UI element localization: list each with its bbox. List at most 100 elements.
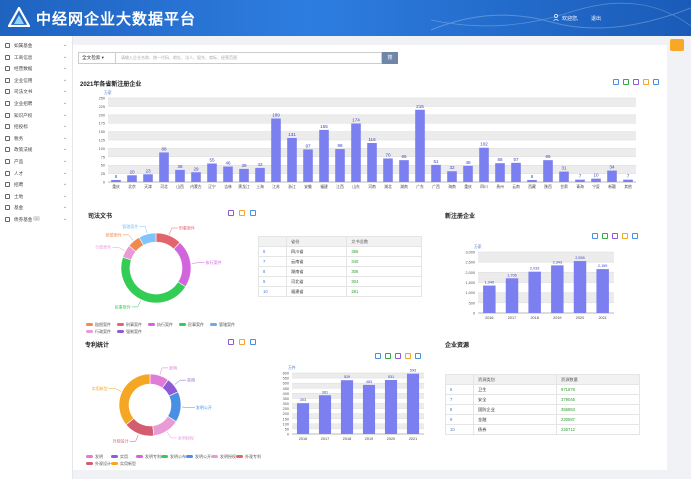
- legend-item[interactable]: 赔偿案件: [86, 322, 111, 328]
- brand-title: 中经网企业大数据平台: [36, 10, 197, 28]
- sidebar-item[interactable]: 司法文书 ⌄: [0, 86, 73, 97]
- legend-item[interactable]: 发明公开: [186, 454, 211, 460]
- bar-value-label: 2,159: [598, 264, 608, 268]
- refresh-icon[interactable]: [643, 79, 649, 85]
- table-row[interactable]: 8 湖南省 306: [258, 266, 422, 277]
- bar-value-label: 29: [193, 166, 199, 171]
- sidebar-item[interactable]: 知识产权 ⌄: [0, 110, 73, 121]
- legend-item[interactable]: 发明公布: [161, 454, 186, 460]
- refresh-icon[interactable]: [405, 353, 411, 359]
- legend-item[interactable]: 实用新型: [111, 461, 136, 467]
- sidebar-item[interactable]: 经营数据 ⌄: [0, 63, 73, 74]
- x-tick-label: 河北: [160, 184, 168, 189]
- table-row[interactable]: 10 福建省 281: [258, 286, 422, 297]
- x-tick-label: 黑龙江: [238, 184, 250, 189]
- y-tick-label: 1,000: [465, 291, 475, 295]
- bar-value-label: 57: [513, 157, 519, 162]
- app-header: 中经网企业大数据平台 欢迎您, 退出: [0, 0, 691, 36]
- line-chart-icon[interactable]: [385, 353, 391, 359]
- judicial-table: 省份 文书总数 6 四川省 365 7 云南省 340 8 湖南省 306 9 河北省 304 10 福建省 2…: [258, 236, 422, 297]
- table-row[interactable]: 7 云南省 340: [258, 256, 422, 267]
- sidebar-item[interactable]: 产品 ⌄: [0, 156, 73, 167]
- logout-link[interactable]: 退出: [591, 16, 602, 22]
- search-button[interactable]: 搜: [382, 52, 398, 64]
- bar-value-label: 174: [352, 118, 360, 123]
- search-scope-select[interactable]: 全文检索 ▾: [78, 52, 116, 64]
- table-row[interactable]: 10 债券 226712: [445, 424, 640, 435]
- line-chart-icon[interactable]: [602, 233, 608, 239]
- save-icon[interactable]: [415, 353, 421, 359]
- sidebar-item[interactable]: 如属基金 ⌄: [0, 40, 73, 51]
- legend-swatch: [86, 462, 93, 466]
- sidebar-item[interactable]: 工商信息 ⌄: [0, 52, 73, 63]
- sidebar-item[interactable]: 税务 ⌄: [0, 133, 73, 144]
- settings-tab-button[interactable]: [670, 39, 684, 51]
- sidebar-item[interactable]: 企业信用 ⌄: [0, 75, 73, 86]
- table-row[interactable]: 6 卫生 971676: [445, 384, 640, 395]
- legend-item[interactable]: 发明: [86, 454, 103, 460]
- regional-chart-toolbar: [613, 79, 665, 86]
- bar-chart-icon[interactable]: [612, 233, 618, 239]
- legend-item[interactable]: 强制案件: [117, 329, 142, 335]
- briefcase-icon: [5, 101, 10, 106]
- search-input[interactable]: 请输入企业名称、统一代码、地址、法人、股东、商标、经营范围: [116, 52, 382, 64]
- sidebar-item[interactable]: 基金 ⌄: [0, 202, 73, 213]
- legend-item[interactable]: 行政案件: [86, 329, 111, 335]
- sidebar-item[interactable]: 招聘 ⌄: [0, 179, 73, 190]
- sidebar-collapse-button[interactable]: ‹: [33, 216, 40, 221]
- bar: [271, 118, 281, 182]
- refresh-icon[interactable]: [622, 233, 628, 239]
- refresh-icon[interactable]: [239, 339, 245, 345]
- sidebar-item[interactable]: 招投标 ⌄: [0, 121, 73, 132]
- bar-value-label: 36: [177, 164, 183, 169]
- save-icon[interactable]: [653, 79, 659, 85]
- save-icon[interactable]: [250, 210, 256, 216]
- x-tick-label: 海南: [448, 184, 456, 189]
- sidebar-item[interactable]: 土地 ⌄: [0, 191, 73, 202]
- table-view-icon[interactable]: [592, 233, 598, 239]
- sidebar-item[interactable]: 政策法规 ⌄: [0, 144, 73, 155]
- judicial-title: 司法文书: [88, 214, 113, 220]
- legend-item[interactable]: 管辖案件: [210, 322, 235, 328]
- refresh-icon[interactable]: [239, 210, 245, 216]
- sidebar-item[interactable]: 债券基金 ⌄: [0, 214, 73, 225]
- chevron-down-icon: ⌄: [63, 88, 68, 95]
- save-icon[interactable]: [632, 233, 638, 239]
- legend-item[interactable]: 执行案件: [148, 322, 173, 328]
- sidebar-item-label: 如属基金: [14, 43, 33, 48]
- line-chart-icon[interactable]: [623, 79, 629, 85]
- legend-item[interactable]: 外观设计: [86, 461, 111, 467]
- bar: [575, 179, 585, 182]
- table-row[interactable]: 6 四川省 365: [258, 246, 422, 257]
- legend-item[interactable]: 发明专利: [136, 454, 161, 460]
- bar-chart-icon[interactable]: [395, 353, 401, 359]
- table-view-icon[interactable]: [375, 353, 381, 359]
- bar: [362, 384, 376, 434]
- table-row[interactable]: 7 安全 379045: [445, 394, 640, 405]
- dollar-icon: [5, 205, 10, 211]
- sidebar-item-label: 产品: [14, 159, 24, 164]
- save-icon[interactable]: [250, 339, 256, 345]
- bar: [559, 171, 569, 182]
- table-cell-value: 306: [346, 266, 422, 277]
- bar-chart-icon[interactable]: [228, 339, 234, 345]
- bar-chart-icon[interactable]: [633, 79, 639, 85]
- legend-item[interactable]: 发明授权: [211, 454, 236, 460]
- legend-item[interactable]: 民事案件: [179, 322, 204, 328]
- receipt-icon: [5, 135, 10, 141]
- y-tick-label: 1,500: [465, 281, 475, 285]
- legend-item[interactable]: 外观专利: [236, 454, 261, 460]
- table-row[interactable]: 9 河北省 304: [258, 276, 422, 287]
- table-view-icon[interactable]: [613, 79, 619, 85]
- table-row[interactable]: 8 国防企业 356853: [445, 404, 640, 415]
- bar: [143, 174, 153, 182]
- x-tick-label: 2017: [508, 316, 516, 320]
- legend-item[interactable]: 实用: [111, 454, 128, 460]
- bar-chart-icon[interactable]: [228, 210, 234, 216]
- gavel-icon: [5, 124, 10, 130]
- sidebar-item[interactable]: 人才 ⌄: [0, 168, 73, 179]
- table-row[interactable]: 9 金融 230587: [445, 414, 640, 425]
- legend-item[interactable]: 刑事案件: [117, 322, 142, 328]
- sidebar-item[interactable]: 企业招聘 ⌄: [0, 98, 73, 109]
- gavel-icon: [5, 89, 10, 95]
